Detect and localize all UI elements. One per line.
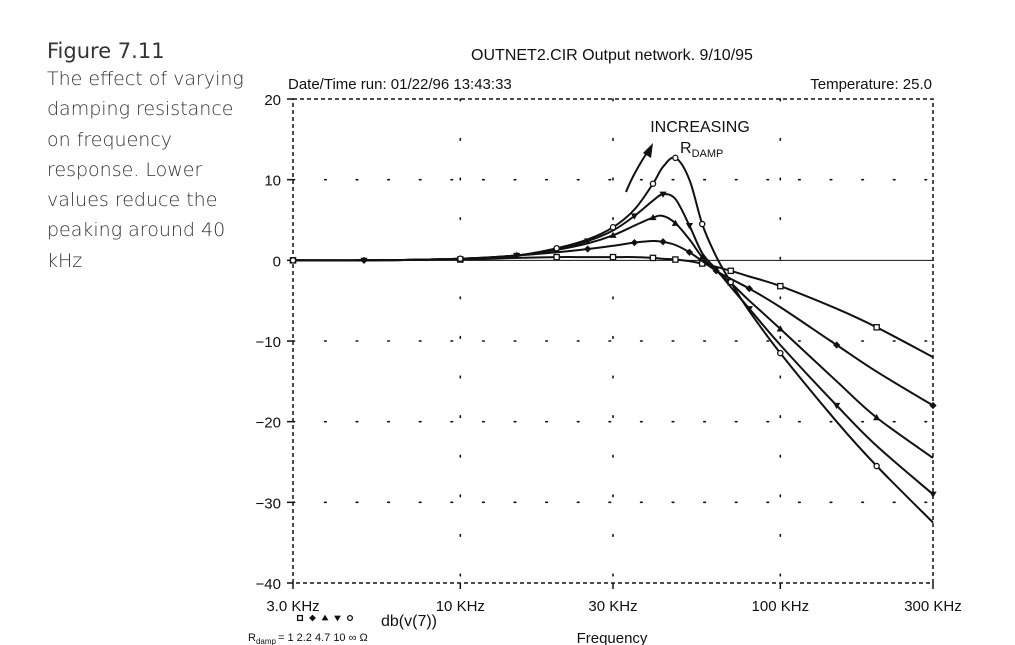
y-tick-label: 10: [264, 173, 281, 190]
figure-caption-text: The effect of varying damping resistance…: [47, 68, 244, 272]
figure-caption: Figure 7.11 The effect of varying dampin…: [47, 38, 247, 276]
data-point: [672, 256, 679, 263]
run-datetime: Date/Time run: 01/22/96 13:43:33: [288, 76, 512, 93]
legend-r-values: = 1 2.2 4.7 10 ∞ Ω: [278, 632, 368, 644]
data-point: [609, 224, 617, 231]
legend-symbol: [334, 615, 341, 622]
data-point: [671, 219, 679, 226]
figure-label: Figure 7.11: [47, 39, 165, 63]
data-point: [698, 220, 706, 228]
x-tick-label: 3.0 KHz: [266, 598, 319, 615]
x-tick-label: 10 KHz: [436, 598, 485, 615]
x-tick-label: 300 KHz: [904, 598, 962, 615]
legend-symbol: [321, 614, 329, 621]
legend-symbol: [296, 614, 304, 622]
data-point: [609, 253, 617, 261]
data-point: [698, 253, 706, 260]
increasing-arrow-head: [643, 143, 653, 158]
data-point: [553, 244, 560, 252]
annotation-damp-subscript: DAMP: [692, 148, 724, 160]
data-point: [873, 462, 880, 470]
data-point: [457, 255, 464, 262]
temperature-readout: Temperature: 25.0: [810, 76, 932, 93]
legend-damp-subscript: damp: [256, 637, 277, 645]
legend-symbol: [309, 614, 316, 622]
data-point: [833, 402, 841, 410]
grid-layer: [292, 98, 934, 584]
data-point: [630, 238, 639, 247]
x-axis-label: Frequency: [577, 630, 648, 645]
y-tick-label: −30: [256, 495, 281, 512]
annotation-r: R: [680, 140, 692, 157]
y-tick-label: 20: [264, 92, 281, 109]
data-point: [745, 284, 753, 293]
data-point: [685, 248, 694, 256]
x-tick-label: 30 KHz: [588, 598, 637, 615]
data-point: [873, 324, 880, 331]
data-point: [659, 238, 667, 246]
y-tick-label: −40: [256, 576, 281, 593]
data-point: [672, 154, 679, 162]
data-point: [584, 245, 592, 253]
data-point: [649, 213, 657, 221]
data-point: [630, 213, 639, 220]
data-point: [685, 223, 694, 230]
data-point: [289, 257, 297, 264]
x-tick-label: 100 KHz: [752, 598, 810, 615]
y-tick-label: 0: [273, 253, 281, 270]
data-point: [609, 231, 617, 238]
data-point: [553, 253, 560, 261]
legend-symbols: [296, 614, 354, 622]
data-point: [777, 349, 784, 357]
chart-title: OUTNET2.CIR Output network. 9/10/95: [471, 47, 753, 64]
data-point: [776, 325, 784, 332]
data-point: [659, 191, 667, 198]
annotation-increasing: INCREASING: [650, 119, 750, 136]
data-point: [929, 491, 937, 498]
data-point: [727, 267, 735, 275]
data-point: [777, 282, 784, 290]
y-tick-label: −20: [256, 415, 281, 432]
data-point: [712, 266, 720, 273]
legend-trace-label: db(v(7)): [381, 613, 437, 630]
legend-rdamp: Rdamp = 1 2.2 4.7 10 ∞ Ω: [248, 632, 368, 645]
data-point: [727, 278, 735, 286]
series-line: [292, 156, 934, 524]
annotation-rdamp: RDAMP: [680, 140, 723, 160]
data-point: [929, 401, 937, 410]
data-point: [833, 341, 841, 349]
data-point: [873, 414, 881, 421]
legend-symbol: [346, 614, 354, 622]
series-layer: [289, 154, 937, 524]
axis-layer: 20 10 0 −10 −20 −30 −40 3.0 KHz 10 KHz 30 KHz 100 …: [256, 92, 962, 615]
data-point: [649, 180, 657, 187]
legend-r: R: [248, 632, 256, 644]
data-point: [649, 254, 657, 262]
y-tick-label: −10: [256, 334, 281, 351]
